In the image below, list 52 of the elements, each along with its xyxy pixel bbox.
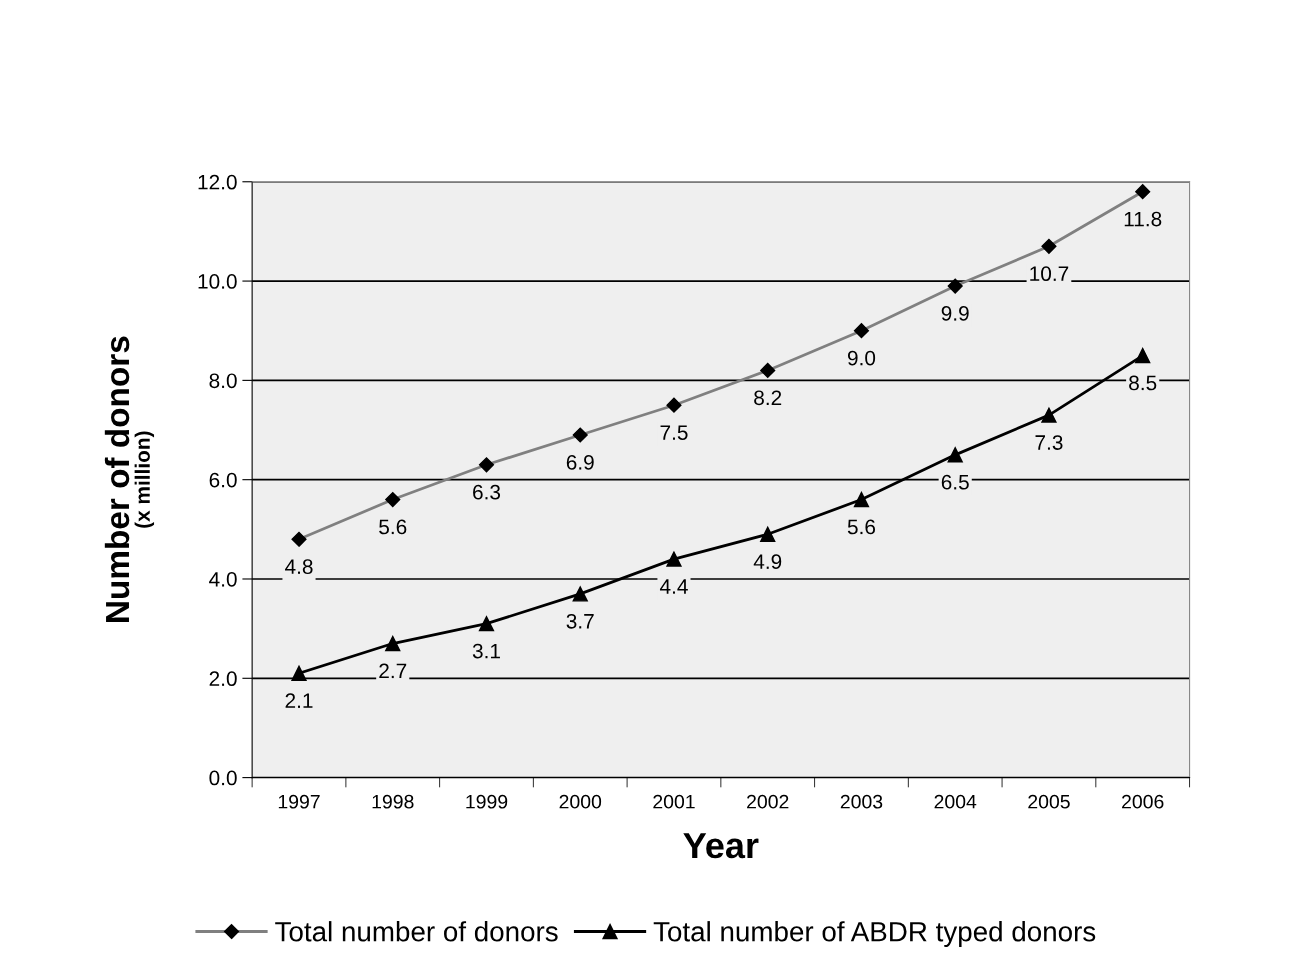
data-label: 10.7 [1030,266,1069,282]
data-label: 4.9 [753,554,782,570]
data-label: 6.5 [941,474,969,490]
point [760,526,776,542]
x-tick-label: 1997 [278,794,320,809]
x-tick-label: 2002 [747,794,789,809]
data-label: 5.6 [379,519,407,535]
data-label: 2.7 [379,663,407,679]
point [385,635,401,652]
x-tick-label: 1998 [372,794,414,809]
x-tick-label: 2001 [653,794,695,809]
y-tick-label: 12.0 [198,174,237,190]
data-label: 9.0 [847,350,876,366]
point [1041,407,1057,423]
point [853,491,870,508]
x-tick-label: 2003 [840,794,883,809]
data-label: 11.8 [1124,211,1162,227]
y-tick-label: 4.0 [209,571,237,587]
y-tick-label: 8.0 [209,373,237,389]
y-tick-label: 2.0 [209,671,237,687]
x-tick-label: 2000 [559,794,602,809]
point [947,447,963,463]
data-label: 9.9 [941,306,969,321]
x-tick-label: 2006 [1122,794,1164,809]
data-label: 8.5 [1129,375,1157,391]
data-label: 3.1 [472,643,500,659]
data-label: 2.1 [285,693,313,708]
data-label: 5.6 [847,519,876,535]
data-label: 3.7 [566,613,594,629]
y-tick-label: 10.0 [198,274,237,289]
point [1135,347,1151,364]
data-label: 8.2 [754,390,782,406]
y-tick-label: 6.0 [209,472,237,488]
point [572,586,588,602]
x-tick-label: 2005 [1028,794,1070,809]
point [478,616,495,632]
data-label: 7.3 [1035,435,1063,450]
data-label: 4.8 [285,559,313,575]
legend-label: Total number of donors [275,921,558,942]
data-label: 4.4 [659,579,688,594]
x-tick-label: 1999 [466,794,508,809]
x-tick-label: 2004 [934,794,977,809]
data-label: 6.3 [473,484,501,500]
y-axis-title: Number of donors [104,336,130,622]
data-label: 6.9 [566,454,594,470]
text: (x million) [134,431,155,528]
data-label: 7.5 [660,425,688,440]
x-axis-title: Year [683,833,759,859]
y-tick-label: 0.0 [209,770,237,786]
point [666,551,682,567]
legend-label: Total number of ABDR typed donors [653,921,1096,947]
point [291,665,307,681]
